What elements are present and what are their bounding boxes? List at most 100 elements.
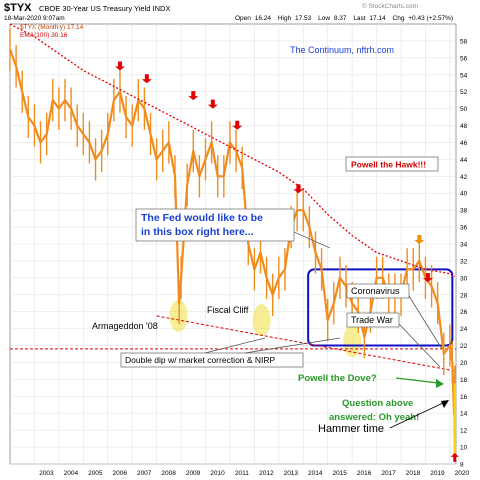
chart-header: $TYX CBOE 30-Year US Treasury Yield INDX… — [4, 2, 453, 39]
y-tick-label: 22 — [460, 343, 468, 350]
y-tick-label: 18 — [460, 377, 468, 384]
y-tick-label: 38 — [460, 208, 468, 215]
fed-callout-line2: in this box right here... — [141, 226, 254, 238]
x-tick-label: 2006 — [113, 470, 128, 477]
trade-war-pointer — [398, 323, 441, 368]
armageddon-label: Armageddon '08 — [92, 321, 158, 331]
double-dip-label: Double dip w/ market correction & NIRP — [125, 355, 276, 365]
double-dip-label-box — [120, 352, 304, 368]
dove-arrow-line — [395, 377, 439, 384]
description-label: CBOE 30-Year US Treasury Yield INDX — [39, 4, 170, 13]
double-dip-pointer-1 — [204, 337, 266, 354]
x-tick-label: 2004 — [64, 470, 79, 477]
coronavirus-pointer — [408, 295, 443, 350]
chg-value: +0.43 (+2.57%) — [408, 15, 453, 22]
ema-series-line — [9, 23, 456, 278]
y-tick-label: 12 — [460, 428, 468, 435]
red-down-arrow — [293, 184, 304, 194]
legend-price: $TYX (Monthly) 17.14 — [20, 24, 84, 31]
question-line1: Question above — [342, 398, 413, 409]
y-tick-label: 20 — [460, 360, 468, 367]
watermark-label: © StockCharts.com — [362, 2, 418, 10]
y-tick-label: 16 — [460, 394, 468, 401]
low-value: 8.37 — [334, 15, 347, 22]
fed-callout-pointer — [293, 231, 331, 249]
fed-callout-line1: The Fed would like to be — [141, 212, 263, 224]
x-tick-label: 2019 — [430, 470, 445, 477]
coronavirus-label-box — [346, 283, 410, 299]
y-tick-label: 10 — [460, 445, 468, 452]
x-tick-label: 2011 — [235, 470, 249, 477]
hawk-label-box — [345, 156, 439, 172]
fed-callout-box — [135, 208, 295, 242]
red-down-arrow — [207, 99, 218, 109]
y-tick-label: 14 — [460, 411, 468, 418]
legend-ema: EMA(100) 30.16 — [20, 32, 68, 39]
low-label: Low — [318, 15, 330, 22]
question-line2: answered: Oh yeah! — [329, 412, 419, 423]
y-tick-label: 30 — [460, 275, 468, 282]
series-layer — [8, 23, 457, 461]
x-tick-label: 2018 — [406, 470, 421, 477]
x-tick-label: 2013 — [284, 470, 299, 477]
double-dip-pointer-2 — [244, 337, 341, 354]
hammer-time-label: Hammer time — [318, 423, 384, 435]
y-tick-label: 8 — [460, 462, 464, 469]
red-down-arrow — [188, 91, 199, 101]
x-tick-label: 2005 — [88, 470, 103, 477]
y-tick-label: 34 — [460, 242, 468, 249]
y-tick-label: 28 — [460, 292, 468, 299]
x-tick-label: 2017 — [381, 470, 396, 477]
arrows-layer — [114, 61, 459, 462]
y-tick-label: 58 — [460, 38, 468, 45]
y-tick-label: 54 — [460, 72, 468, 79]
red-down-arrow — [232, 120, 243, 130]
open-value: 16.24 — [255, 15, 272, 22]
dove-arrow-head — [436, 379, 444, 388]
high-value: 17.53 — [295, 15, 312, 22]
coronavirus-label: Coronavirus — [351, 286, 400, 296]
grid — [10, 24, 456, 465]
x-tick-label: 2015 — [332, 470, 347, 477]
chg-label: Chg — [393, 15, 405, 22]
x-tick-label: 2003 — [39, 470, 54, 477]
y-tick-label: 50 — [460, 106, 468, 113]
red-down-arrow — [422, 273, 433, 283]
red-down-arrow — [114, 61, 125, 71]
x-tick-label: 2012 — [259, 470, 274, 477]
symbol-label: $TYX — [4, 2, 32, 14]
y-tick-label: 46 — [460, 140, 468, 147]
y-tick-label: 44 — [460, 157, 468, 164]
x-tick-label: 2014 — [308, 470, 323, 477]
y-tick-label: 48 — [460, 123, 468, 130]
red-down-arrow — [141, 74, 152, 84]
trade-war-label: Trade War — [351, 315, 393, 325]
x-tick-label: 2010 — [210, 470, 225, 477]
hammer-arrow-line — [389, 401, 446, 429]
highlight-oval — [252, 304, 271, 337]
x-tick-label: 2008 — [161, 470, 176, 477]
high-label: High — [278, 15, 292, 22]
y-tick-label: 52 — [460, 89, 468, 96]
last-label: Last — [353, 15, 365, 22]
dove-label: Powell the Dove? — [298, 373, 377, 384]
fiscal-cliff-label: Fiscal Cliff — [207, 305, 249, 315]
hammer-arrow-head — [441, 400, 449, 408]
x-tick-label: 2020 — [455, 470, 470, 477]
open-label: Open — [235, 15, 251, 22]
y-tick-label: 24 — [460, 326, 468, 333]
x-tick-label: 2007 — [137, 470, 152, 477]
continuum-label: The Continuum, nftrh.com — [290, 45, 394, 55]
ohlc-row: Open 16.24 High 17.53 Low 8.37 Last 17.1… — [235, 15, 453, 22]
x-tick-label: 2016 — [357, 470, 372, 477]
y-tick-label: 56 — [460, 55, 468, 62]
red-up-arrow — [450, 452, 459, 462]
y-tick-label: 42 — [460, 174, 468, 181]
y-tick-label: 32 — [460, 258, 468, 265]
trade-war-label-box — [346, 312, 400, 328]
hawk-label: Powell the Hawk!!! — [351, 160, 426, 170]
x-tick-label: 2009 — [186, 470, 201, 477]
annotations-layer: The Continuum, nftrh.com Powell the Hawk!… — [92, 45, 449, 435]
last-value: 17.14 — [369, 15, 386, 22]
